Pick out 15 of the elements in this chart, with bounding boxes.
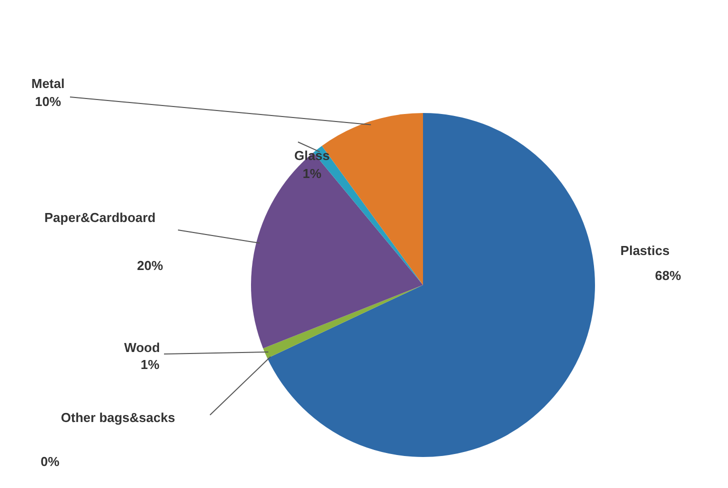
slice-label: Plastics [620, 243, 670, 258]
category-label: Other bags&sacks [60, 410, 176, 425]
pie-slice [251, 152, 423, 348]
pie-slice [267, 113, 595, 457]
data-label: 1% [140, 357, 160, 372]
slice-label: Metal [31, 76, 65, 91]
text: 0% [40, 454, 60, 469]
slice-label: Glass [294, 148, 330, 163]
data-label: 1% [302, 166, 322, 181]
slice-label: Wood [124, 340, 160, 355]
data-label: 10% [34, 94, 62, 109]
data-label: 20% [136, 258, 164, 273]
data-label: 68% [654, 268, 682, 283]
pie-slice [263, 285, 423, 358]
slice-label: Paper&Cardboard [44, 210, 156, 225]
